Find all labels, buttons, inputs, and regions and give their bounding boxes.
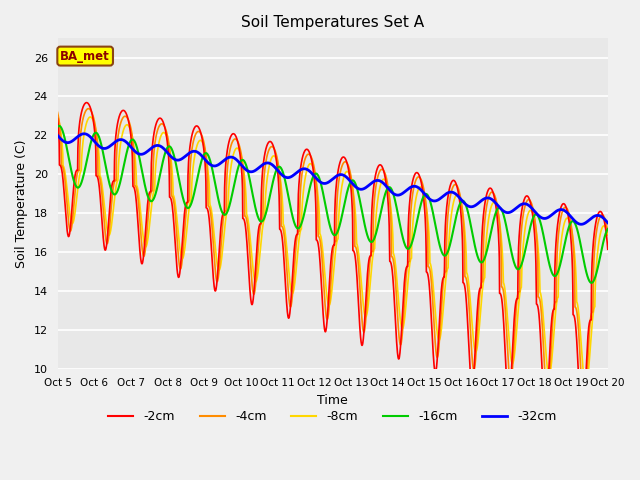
Legend: -2cm, -4cm, -8cm, -16cm, -32cm: -2cm, -4cm, -8cm, -16cm, -32cm [104, 406, 562, 428]
Y-axis label: Soil Temperature (C): Soil Temperature (C) [15, 139, 28, 267]
Title: Soil Temperatures Set A: Soil Temperatures Set A [241, 15, 424, 30]
Text: BA_met: BA_met [60, 49, 110, 62]
X-axis label: Time: Time [317, 394, 348, 407]
